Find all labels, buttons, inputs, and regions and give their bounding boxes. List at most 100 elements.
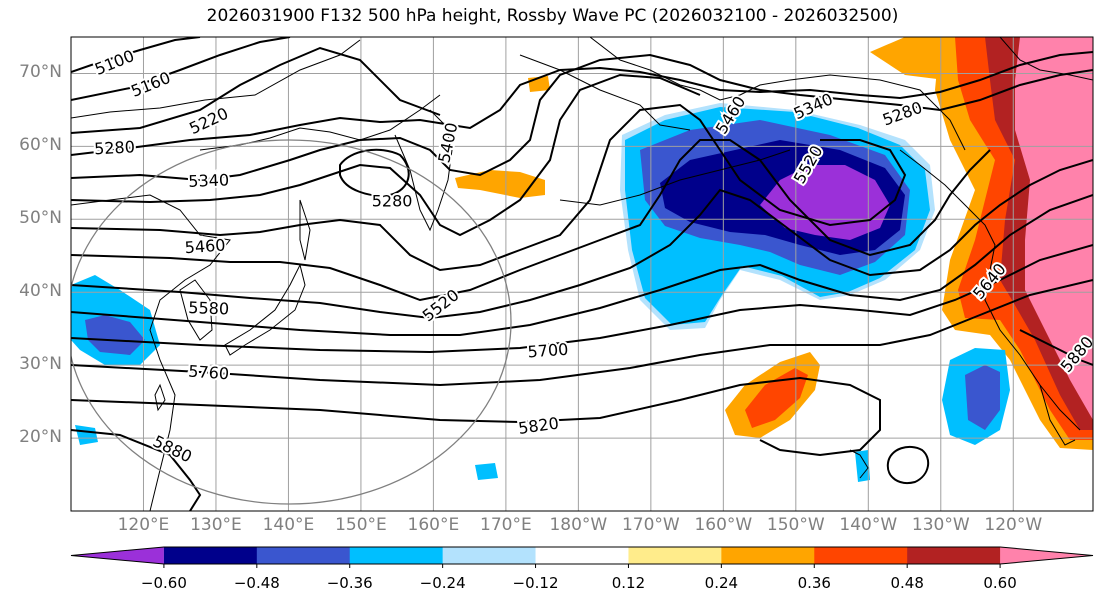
coastline-kamchatka <box>394 109 453 232</box>
contour-label-text: 5700 <box>527 340 569 362</box>
colorbar-segment <box>628 547 722 564</box>
colorbar-tick-label: 0.60 <box>983 574 1017 592</box>
coastline-canada <box>999 37 1093 81</box>
contour-label-text: 5280 <box>94 137 136 158</box>
longitude-label: 170°E <box>480 515 532 535</box>
coastline-alaska <box>589 37 966 151</box>
contour-label-text: 5280 <box>372 192 413 211</box>
colorbar-segment <box>535 547 629 564</box>
contour-5880-east <box>1019 329 1093 366</box>
shading-negative-small-pacific <box>475 463 498 480</box>
contour-label: 5160 <box>126 66 175 103</box>
contour-5700 <box>71 244 1093 354</box>
coastline-asia-mainland <box>71 39 361 119</box>
contour-label-text: 5820 <box>517 413 560 437</box>
shading-positive-central-pacific-strong <box>745 368 808 428</box>
contour-label: 5400 <box>432 119 463 167</box>
shading-positive-west-coast-pink <box>1015 37 1093 420</box>
contour-hawaii-high <box>886 445 930 484</box>
contour-label: 5520 <box>417 283 465 327</box>
shading-positive-kamchatka <box>455 170 545 198</box>
map-title: 2026031900 F132 500 hPa height, Rossby W… <box>206 6 899 26</box>
contour-label-text: 5280 <box>880 98 925 130</box>
latitude-label: 20°N <box>19 427 62 448</box>
shading-positive-north <box>870 37 950 80</box>
shading-negative-korea-medium <box>85 315 145 355</box>
contour-5460 <box>71 103 907 272</box>
colorbar-tick-label: −0.36 <box>326 574 373 592</box>
colorbar-tick-label: −0.12 <box>512 574 559 592</box>
colorbar-tick-label: −0.48 <box>233 574 280 592</box>
colorbar-tick-label: −0.24 <box>419 574 466 592</box>
contour-label: 5460 <box>182 233 228 259</box>
colorbar-segment <box>71 547 164 564</box>
coastlines <box>71 37 1093 511</box>
contour-label: 5280 <box>370 190 415 213</box>
contour-5760 <box>71 279 1093 387</box>
colorbar <box>70 546 1094 568</box>
colorbar-tick-label: 0.24 <box>704 574 739 592</box>
longitude-label: 130°W <box>911 515 970 535</box>
contour-5280-low <box>339 148 410 197</box>
contour-5820 <box>71 376 881 457</box>
contour-label: 5100 <box>90 44 139 81</box>
latitude-label: 40°N <box>19 281 62 302</box>
colorbar-segment <box>1000 547 1093 564</box>
contour-label: 5820 <box>515 411 562 439</box>
coastline-sakhalin <box>299 199 311 261</box>
latitude-label: 30°N <box>19 354 62 375</box>
contour-5580 <box>71 159 1093 320</box>
contour-label-text: 5400 <box>434 121 461 165</box>
shading-negative-south <box>75 425 98 445</box>
contour-label-text: 5160 <box>128 68 173 101</box>
coastline-china-coast <box>71 194 231 511</box>
contour-label: 5880 <box>148 430 197 469</box>
contour-label: 5580 <box>186 296 231 320</box>
colorbar-segment <box>256 547 351 564</box>
coastline-hawaii <box>849 449 869 479</box>
latitude-label: 70°N <box>19 62 62 83</box>
contour-label-text: 5580 <box>188 298 229 318</box>
contour-label: 5280 <box>92 135 138 160</box>
contour-label: 5280 <box>878 96 927 132</box>
colorbar-tick-label: −0.60 <box>140 574 187 592</box>
colorbar-tick-label: 0.48 <box>890 574 924 592</box>
contour-5280-west <box>71 51 1093 156</box>
longitude-label: 140°E <box>262 515 315 535</box>
coastline-taiwan <box>154 383 166 412</box>
contour-label-text: 5340 <box>188 170 229 190</box>
longitude-label: 160°W <box>694 515 753 535</box>
colorbar-tick-label: 0.12 <box>611 574 646 592</box>
contour-5880 <box>71 429 202 511</box>
coastline-baja <box>1039 384 1076 446</box>
colorbar-segment <box>721 547 815 564</box>
longitude-label: 160°E <box>407 515 460 535</box>
contour-5160 <box>71 37 291 101</box>
contour-label: 5700 <box>525 338 571 364</box>
latitude-label: 50°N <box>19 208 62 229</box>
coastline-japan <box>224 263 306 356</box>
colorbar-segment <box>163 547 258 564</box>
contour-5100 <box>71 37 201 73</box>
longitude-label: 180°W <box>549 515 608 535</box>
shading-layer <box>71 37 1093 482</box>
longitude-label: 120°W <box>984 515 1043 535</box>
coastline-korea <box>179 279 213 341</box>
contour-5520 <box>71 139 991 302</box>
longitude-label: 150°E <box>335 515 387 535</box>
contour-5400 <box>71 73 701 237</box>
contour-label-text: 5220 <box>186 104 231 138</box>
contour-label-text: 5880 <box>150 432 195 467</box>
colorbar-segment <box>442 547 537 564</box>
contour-label-text: 5460 <box>184 235 226 257</box>
contour-5340 <box>71 53 1093 182</box>
colorbar-segment <box>349 547 444 564</box>
longitude-label: 150°W <box>766 515 825 535</box>
contour-label: 5220 <box>184 102 233 140</box>
longitude-label: 170°W <box>621 515 680 535</box>
longitude-label: 130°E <box>190 515 242 535</box>
reference-circle <box>71 139 512 505</box>
latitude-label: 60°N <box>19 135 62 156</box>
colorbar-segment <box>814 547 908 564</box>
